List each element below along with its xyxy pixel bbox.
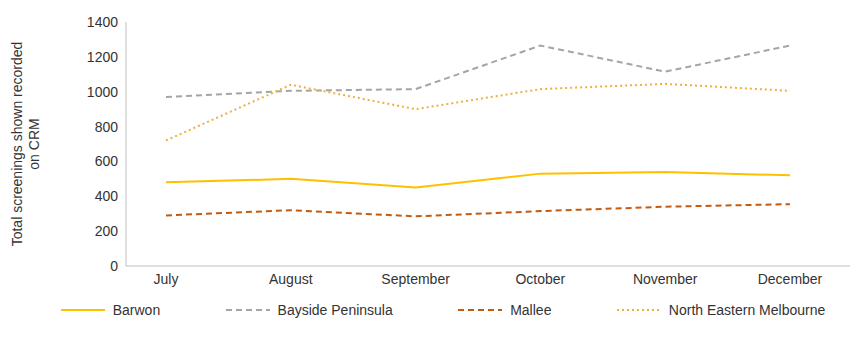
svg-text:November: November (633, 271, 698, 287)
html-text:Barwon: Barwon (112, 302, 161, 318)
html-text:Mallee: Mallee (510, 302, 552, 318)
svg-text:July: July (154, 271, 179, 287)
svg-text:1400: 1400 (87, 14, 118, 30)
svg-text:1200: 1200 (87, 49, 118, 65)
svg-text:Total screenings shown recorde: Total screenings shown recordedon CRM (9, 42, 42, 247)
svg-text:600: 600 (95, 153, 119, 169)
svg-text:400: 400 (95, 188, 119, 204)
svg-text:August: August (269, 271, 313, 287)
svg-text:200: 200 (95, 223, 119, 239)
svg-text:0: 0 (110, 258, 118, 274)
svg-text:October: October (515, 271, 565, 287)
svg-text:December: December (758, 271, 823, 287)
html-text:Bayside Peninsula: Bayside Peninsula (277, 302, 393, 318)
svg-text:September: September (381, 271, 450, 287)
svg-text:800: 800 (95, 119, 119, 135)
html-text:North Eastern Melbourne: North Eastern Melbourne (668, 302, 826, 318)
svg-text:1000: 1000 (87, 84, 118, 100)
